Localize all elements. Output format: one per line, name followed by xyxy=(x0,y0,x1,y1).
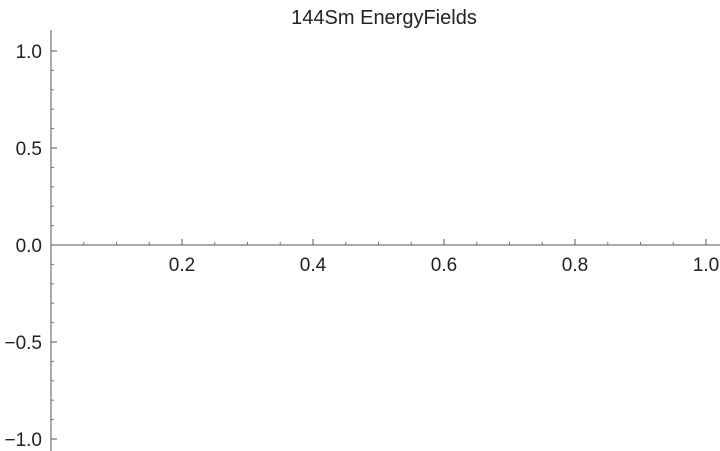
major-ticks xyxy=(51,50,707,440)
y-tick-label: 0.5 xyxy=(16,139,42,160)
x-tick-label: 1.0 xyxy=(693,255,719,276)
x-tick-label: 0.4 xyxy=(300,255,327,276)
y-tick-label: −1.0 xyxy=(4,430,42,451)
chart-title: 144Sm EnergyFields xyxy=(291,7,477,29)
y-tick-label: 0.0 xyxy=(16,236,42,257)
y-tick-label: 1.0 xyxy=(16,42,42,63)
minor-ticks xyxy=(51,69,674,421)
x-tick-label: 0.6 xyxy=(431,255,457,276)
tick-labels: 0.2 0.4 0.6 0.8 1.0 1.0 0.5 0.0 −0.5 −1.0 xyxy=(4,42,719,451)
y-tick-label: −0.5 xyxy=(4,333,42,354)
x-tick-label: 0.2 xyxy=(169,255,195,276)
x-tick-label: 0.8 xyxy=(562,255,588,276)
